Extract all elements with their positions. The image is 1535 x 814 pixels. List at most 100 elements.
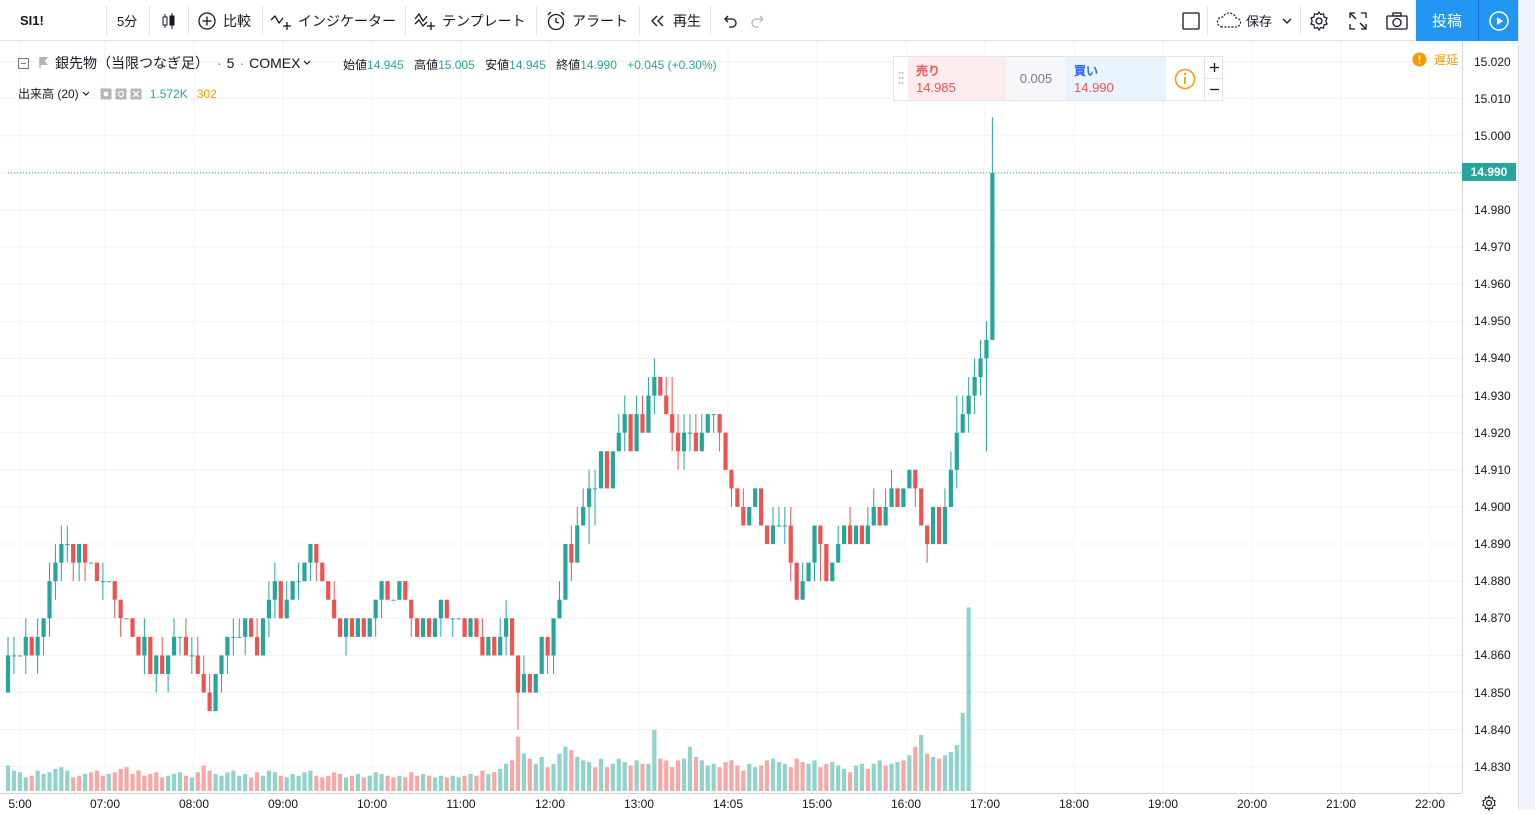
- buy-button[interactable]: 買い 14.990: [1066, 57, 1166, 100]
- candle-body: [842, 525, 847, 545]
- volume-label[interactable]: 出来高 (20): [18, 87, 79, 101]
- volume-bar: [658, 758, 663, 791]
- candle-body: [705, 414, 710, 433]
- time-tick-label: 07:00: [89, 797, 121, 811]
- right-edge-panel: [1518, 0, 1535, 810]
- change-value: +0.045 (+0.30%): [627, 58, 717, 72]
- price-tick-label: 14.890: [1474, 537, 1511, 552]
- candle-body: [421, 618, 426, 637]
- volume-bar: [515, 736, 521, 791]
- volume-bar: [17, 772, 22, 791]
- volume-bar: [818, 767, 823, 791]
- symbol-search-button[interactable]: SI1!: [20, 0, 44, 41]
- volume-bar: [391, 777, 396, 791]
- sell-button[interactable]: 売り 14.985: [908, 57, 1006, 100]
- volume-bar: [296, 775, 301, 791]
- volume-bar: [847, 772, 853, 791]
- square-icon: [1181, 11, 1201, 31]
- volume-bar: [747, 763, 752, 791]
- candle-body: [509, 618, 515, 656]
- flag-icon[interactable]: [39, 55, 49, 71]
- replay-button[interactable]: 再生: [649, 0, 701, 41]
- candle-body: [675, 432, 681, 452]
- drag-handle-icon[interactable]: [898, 71, 904, 85]
- settings-icon[interactable]: [115, 88, 127, 100]
- volume-bar: [604, 767, 610, 791]
- volume-bar: [824, 763, 829, 791]
- candle-body: [432, 618, 438, 637]
- volume-bar: [877, 760, 882, 791]
- ohlc-values: 始値14.945 高値15.005 安値14.945 終値14.990 +0.0…: [343, 56, 717, 73]
- info-icon[interactable]: [1174, 68, 1196, 93]
- chevron-down-icon[interactable]: [303, 60, 311, 66]
- series-title[interactable]: 銀先物（当限つなぎ足）: [55, 55, 209, 71]
- candle-body: [498, 636, 503, 656]
- volume-bar: [557, 753, 562, 791]
- volume-bar: [800, 762, 805, 791]
- volume-legend: 出来高 (20) 1.572K 302: [18, 85, 217, 102]
- alert-button[interactable]: アラート: [545, 0, 628, 41]
- candle-body: [824, 544, 829, 582]
- candle-body: [343, 618, 349, 637]
- volume-bar: [504, 763, 509, 791]
- fullscreen-button[interactable]: [1348, 0, 1368, 41]
- save-button[interactable]: 保存: [1216, 0, 1292, 41]
- chevron-down-icon: [1282, 17, 1292, 25]
- redo-icon: [749, 13, 767, 29]
- candle-body: [462, 618, 467, 637]
- volume-bar: [948, 751, 953, 791]
- collapse-icon[interactable]: [18, 57, 29, 69]
- candle-body: [581, 506, 586, 526]
- close-icon[interactable]: [130, 88, 142, 100]
- volume-bar: [913, 746, 918, 791]
- indicators-button[interactable]: インジケーター: [270, 0, 396, 41]
- time-axis-settings-button[interactable]: [1481, 795, 1497, 814]
- toolbar-divider: [262, 6, 263, 35]
- candle-body: [409, 599, 414, 619]
- candle-body: [148, 636, 153, 674]
- volume-bar: [569, 750, 574, 791]
- candle-body: [373, 599, 378, 619]
- candle-body: [723, 432, 728, 470]
- compare-label: 比較: [223, 12, 251, 29]
- redo-button[interactable]: [749, 0, 767, 41]
- settings-button[interactable]: [1308, 0, 1330, 41]
- price-tick-label: 14.880: [1474, 574, 1511, 589]
- quantity-decrease-button[interactable]: [1204, 79, 1223, 100]
- volume-bar: [332, 772, 337, 791]
- candle-body: [960, 414, 965, 433]
- interval-button[interactable]: 5分: [117, 0, 137, 41]
- chevron-down-icon[interactable]: [82, 91, 90, 97]
- delay-indicator[interactable]: 遅延: [1412, 51, 1458, 68]
- replay-play-button[interactable]: [1478, 0, 1518, 41]
- candle-body: [403, 581, 408, 600]
- candle-body: [480, 636, 485, 656]
- undo-button[interactable]: [721, 0, 739, 41]
- candle-body: [687, 432, 693, 434]
- publish-button[interactable]: 投稿: [1416, 0, 1478, 41]
- volume-bar: [290, 774, 295, 791]
- volume-bar: [646, 763, 651, 791]
- candle-body: [231, 636, 236, 638]
- chart-style-button[interactable]: [160, 0, 178, 41]
- volume-bar: [587, 762, 592, 791]
- compare-button[interactable]: 比較: [197, 0, 251, 41]
- candle-body: [972, 377, 977, 396]
- templates-button[interactable]: テンプレート: [414, 0, 526, 41]
- screenshot-button[interactable]: [1385, 0, 1409, 41]
- candle-body: [314, 544, 319, 563]
- volume-bar: [551, 763, 556, 791]
- candle-body: [670, 414, 675, 433]
- quantity-increase-button[interactable]: [1204, 57, 1223, 79]
- volume-bar: [693, 757, 698, 791]
- price-tick-label: 14.840: [1474, 722, 1511, 737]
- eye-icon[interactable]: [100, 88, 112, 100]
- series-exchange[interactable]: COMEX: [249, 55, 301, 71]
- volume-bar: [112, 772, 117, 791]
- toolbar-divider: [1300, 6, 1301, 35]
- volume-bar: [326, 775, 331, 791]
- volume-bar: [409, 772, 414, 791]
- volume-bar: [705, 765, 710, 791]
- fullscreen-layout-button[interactable]: [1181, 0, 1201, 41]
